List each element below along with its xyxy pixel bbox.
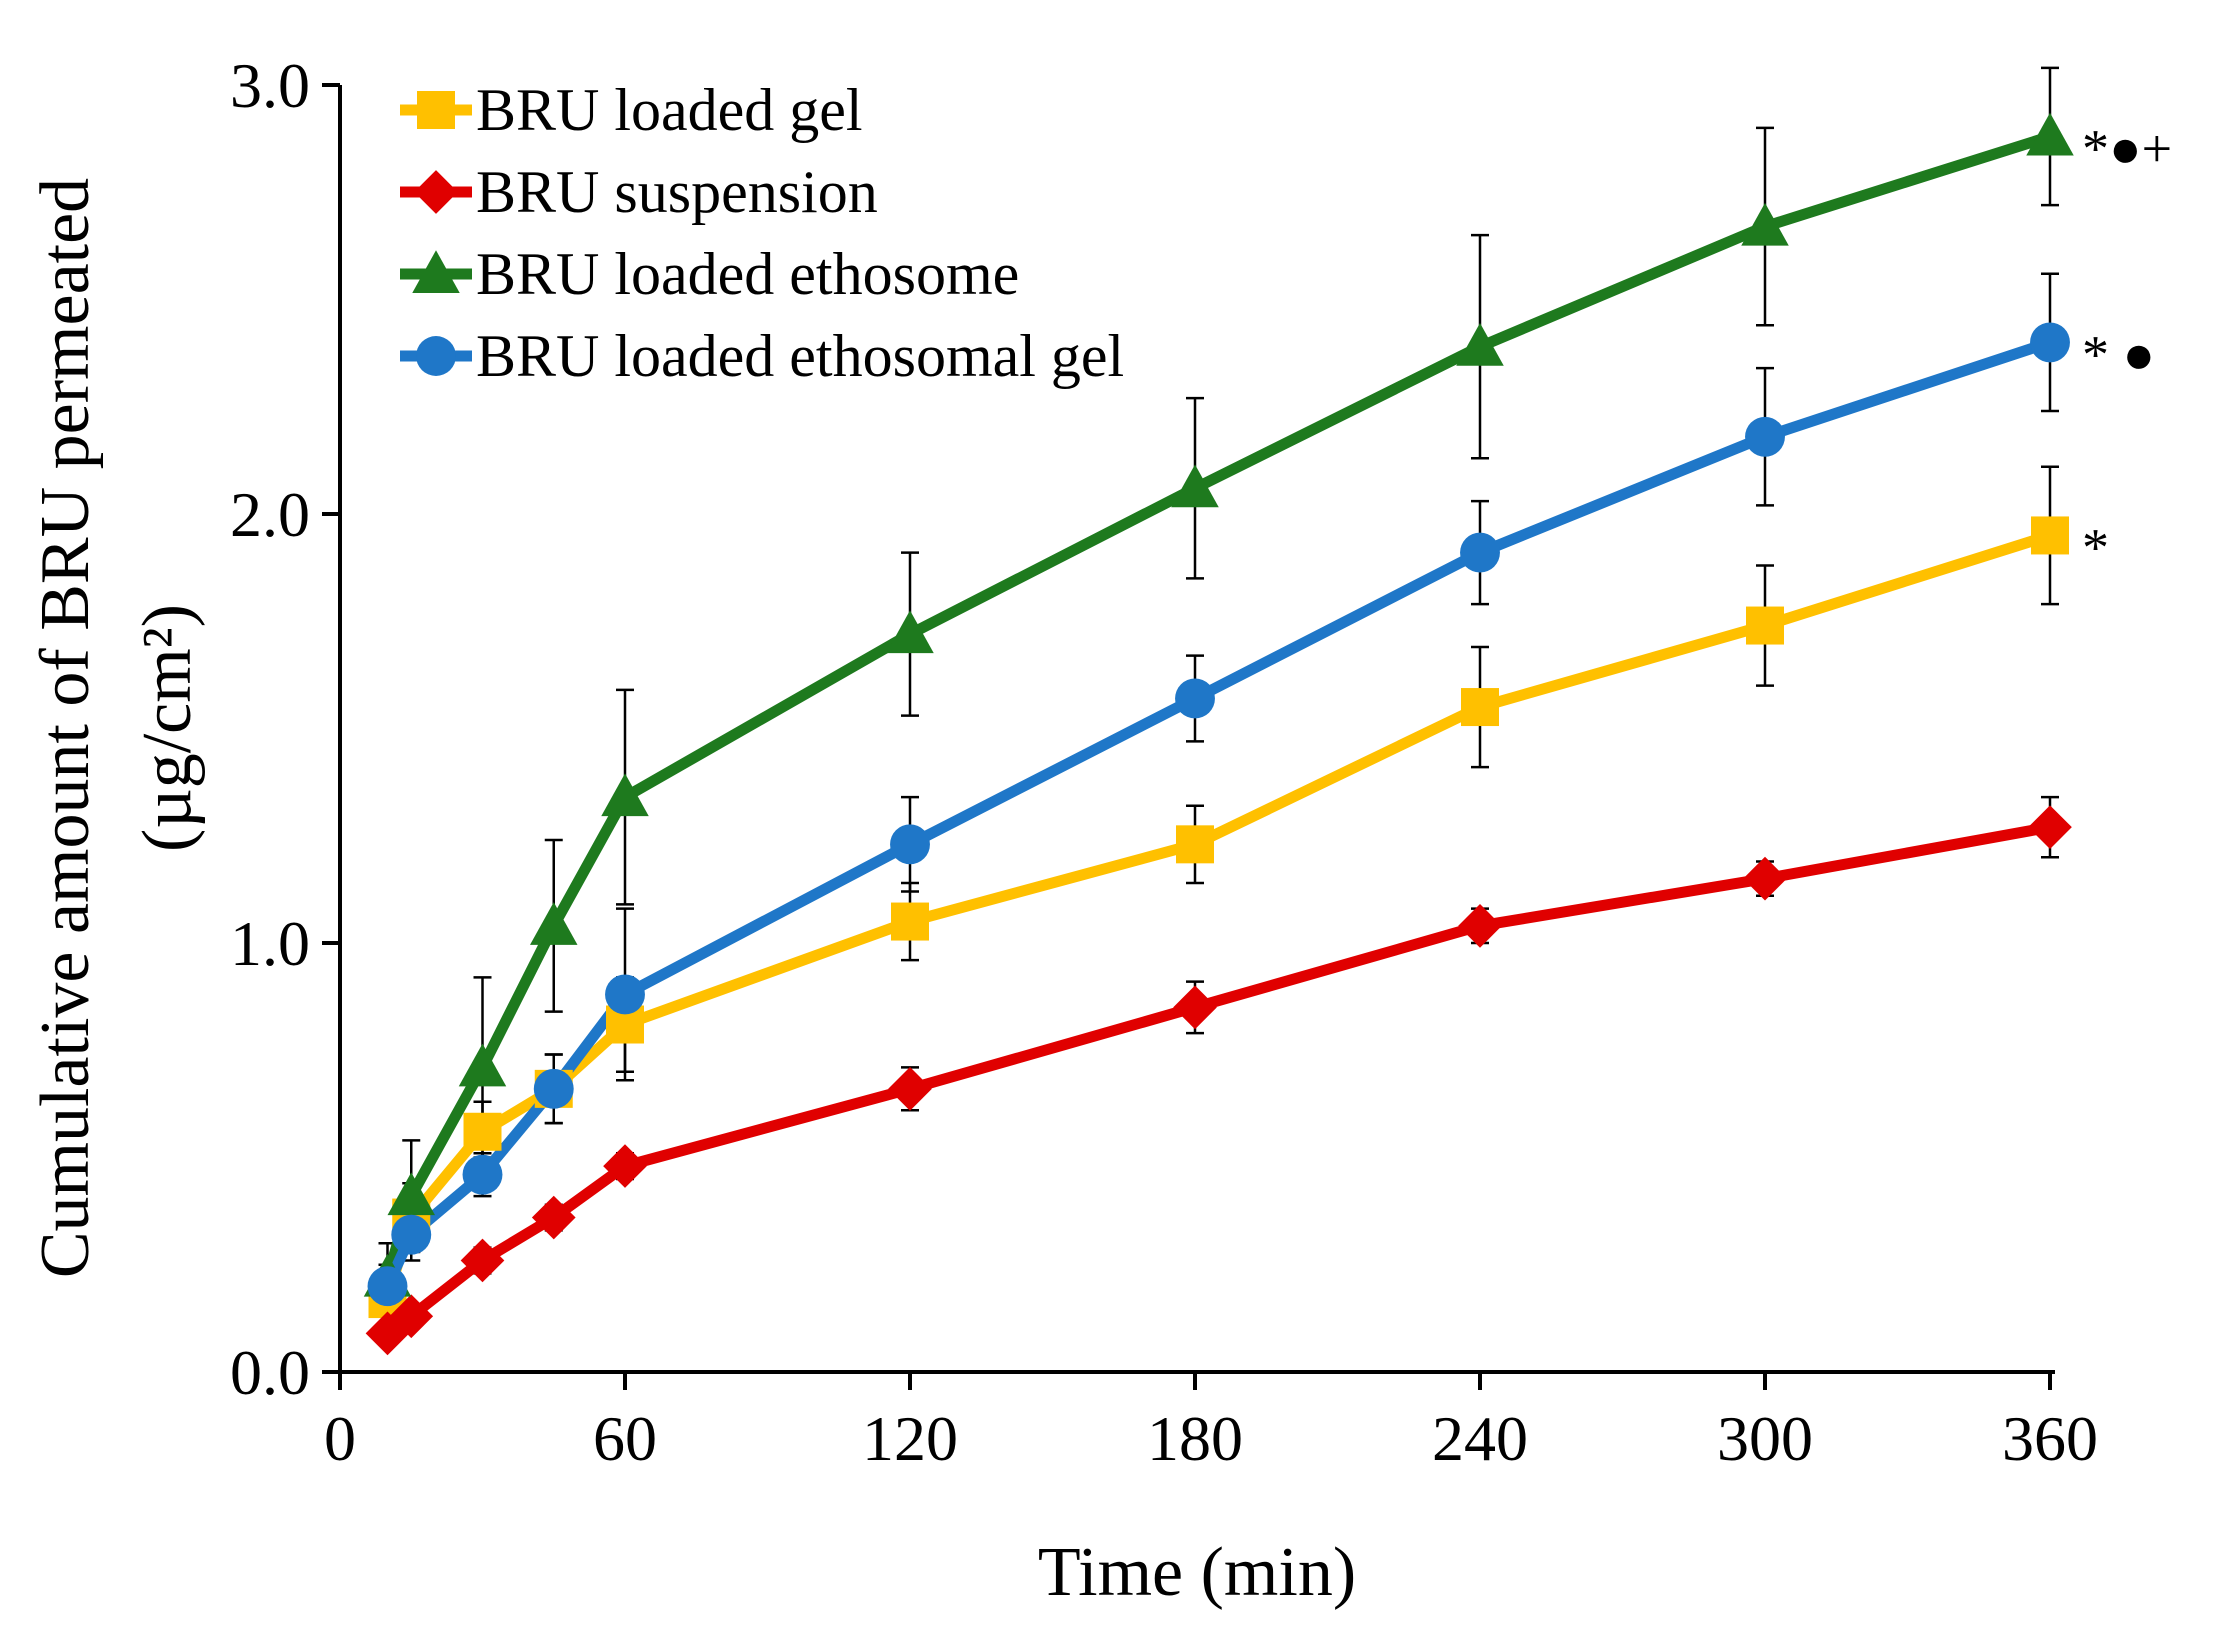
- legend-item-bru-loaded-ethosomal-gel: BRU loaded ethosomal gel: [400, 323, 1124, 389]
- data-point-bru-loaded-ethosome: [1741, 202, 1789, 246]
- data-point-bru-loaded-ethosome: [1456, 322, 1504, 366]
- legend-label: BRU loaded gel: [476, 77, 863, 143]
- data-point-bru-loaded-ethosomal-gel: [391, 1214, 432, 1255]
- y-tick-label: 0.0: [230, 1337, 310, 1408]
- data-point-bru-loaded-ethosomal-gel: [533, 1068, 574, 1109]
- data-point-bru-suspension: [1743, 856, 1787, 901]
- data-point-bru-suspension: [1173, 985, 1217, 1030]
- data-point-bru-loaded-ethosomal-gel: [890, 824, 930, 865]
- legend-swatch-marker: [412, 250, 460, 293]
- legend-item-bru-loaded-gel: BRU loaded gel: [400, 77, 863, 143]
- data-point-bru-loaded-ethosome: [886, 610, 934, 654]
- legend: BRU loaded gel BRU suspension BRU loaded e…: [400, 77, 1124, 389]
- data-point-bru-loaded-ethosome: [530, 902, 578, 945]
- x-tick-label: 0: [324, 1403, 356, 1474]
- x-tick-label: 180: [1147, 1403, 1243, 1474]
- data-point-bru-loaded-gel: [2031, 516, 2069, 555]
- series-line-bru-loaded-ethosomal-gel: [382, 337, 2052, 1289]
- series-line-bru-loaded-gel: [382, 530, 2052, 1301]
- legend-item-bru-suspension: BRU suspension: [400, 159, 878, 225]
- ticks: 0.0 1.0 2.0 3.0 0 60 120 180 240 300 360: [230, 50, 2098, 1474]
- data-point-bru-loaded-ethosome: [458, 1043, 507, 1087]
- x-axis-title: Time (min): [1038, 1534, 1356, 1611]
- data-point-bru-loaded-ethosome: [1171, 464, 1219, 508]
- legend-label: BRU suspension: [476, 159, 878, 225]
- data-point-bru-loaded-ethosome: [601, 773, 649, 817]
- data-point-bru-suspension: [460, 1238, 505, 1283]
- data-point-bru-suspension: [389, 1294, 434, 1339]
- legend-item-bru-loaded-ethosome: BRU loaded ethosome: [400, 241, 1019, 307]
- legend-label: BRU loaded ethosome: [476, 241, 1019, 307]
- y-axis-unit: (µg/cm²): [129, 604, 206, 852]
- series: [363, 112, 2074, 1356]
- data-point-bru-loaded-ethosomal-gel: [2030, 322, 2070, 363]
- data-point-bru-loaded-ethosomal-gel: [367, 1266, 408, 1307]
- data-point-bru-suspension: [888, 1067, 932, 1111]
- data-point-bru-loaded-gel: [463, 1112, 502, 1151]
- series-line-bru-loaded-ethosome: [382, 131, 2052, 1280]
- data-point-bru-loaded-gel: [891, 902, 929, 941]
- y-tick-label: 2.0: [230, 479, 310, 550]
- x-tick-label: 120: [862, 1403, 958, 1474]
- data-point-bru-loaded-ethosomal-gel: [605, 974, 645, 1015]
- significance-mark-bru-loaded-gel: *: [2082, 517, 2109, 577]
- data-point-bru-loaded-ethosomal-gel: [1745, 416, 1785, 457]
- significance-annotations: * *●+ * ●: [2082, 118, 2172, 577]
- x-tick-label: 360: [2002, 1403, 2098, 1474]
- data-point-bru-suspension: [603, 1144, 647, 1188]
- legend-swatch-marker: [414, 170, 458, 214]
- data-point-bru-suspension: [531, 1195, 576, 1240]
- data-point-bru-loaded-ethosome: [2026, 112, 2074, 156]
- legend-swatch-marker: [417, 91, 455, 129]
- data-point-bru-loaded-gel: [1461, 688, 1499, 727]
- y-axis-unit-group: (µg/cm²): [129, 604, 206, 852]
- data-point-bru-loaded-gel: [1176, 825, 1214, 864]
- x-tick-label: 60: [593, 1403, 657, 1474]
- y-axis-title: Cumulative amount of BRU permeated: [27, 178, 104, 1278]
- data-point-bru-loaded-ethosomal-gel: [1460, 532, 1500, 573]
- significance-mark-bru-loaded-ethosome: *●+: [2082, 118, 2172, 178]
- legend-swatch-marker: [416, 336, 456, 376]
- data-point-bru-suspension: [2028, 805, 2072, 850]
- legend-label: BRU loaded ethosomal gel: [476, 323, 1124, 389]
- y-tick-label: 1.0: [230, 908, 310, 979]
- data-point-bru-loaded-ethosome: [387, 1172, 435, 1216]
- data-point-bru-loaded-ethosomal-gel: [1175, 678, 1215, 719]
- significance-mark-bru-loaded-ethosomal-gel: * ●: [2082, 324, 2155, 384]
- data-point-bru-loaded-gel: [1746, 606, 1784, 645]
- x-tick-label: 240: [1432, 1403, 1528, 1474]
- y-axis-title-group: Cumulative amount of BRU permeated: [27, 178, 104, 1278]
- data-point-bru-loaded-ethosomal-gel: [462, 1154, 503, 1195]
- x-tick-label: 300: [1717, 1403, 1813, 1474]
- y-tick-label: 3.0: [230, 50, 310, 121]
- series-line-bru-suspension: [384, 821, 2051, 1338]
- data-point-bru-suspension: [1458, 903, 1502, 948]
